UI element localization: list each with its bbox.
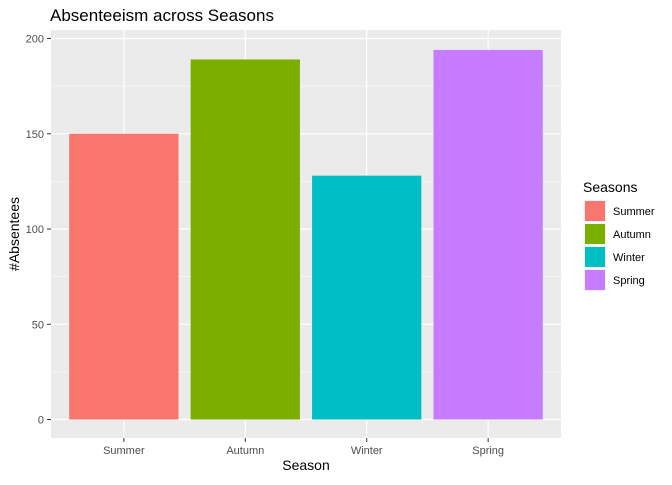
legend-label-summer: Summer [613,206,655,218]
bar-winter [312,175,422,420]
x-tick-label: Winter [351,445,383,457]
x-tick-label: Summer [103,445,145,457]
y-tick-label: 150 [26,129,44,141]
bar-spring [433,49,543,420]
legend-swatch-summer [585,201,605,221]
y-tick-label: 100 [26,224,44,236]
x-tick-label: Spring [472,445,504,457]
chart-title: Absenteeism across Seasons [50,6,274,25]
bars [69,49,543,420]
bar-autumn [190,59,300,420]
legend-title: Seasons [583,179,637,195]
y-axis: 0 50 100 150 200 [26,34,51,427]
x-axis: Summer Autumn Winter Spring [103,438,504,457]
legend-label-spring: Spring [613,275,645,287]
x-axis-title: Season [282,457,329,473]
bar-summer [69,133,179,420]
legend: Seasons Summer Autumn Winter Spring [583,179,655,291]
legend-label-autumn: Autumn [613,229,651,241]
y-axis-title: #Absentees [6,197,22,271]
legend-swatch-spring [585,270,605,290]
legend-label-winter: Winter [613,252,645,264]
x-tick-label: Autumn [226,445,264,457]
y-tick-label: 50 [32,319,44,331]
y-tick-label: 200 [26,34,44,46]
legend-swatch-winter [585,247,605,267]
legend-swatch-autumn [585,224,605,244]
y-tick-label: 0 [38,415,44,427]
